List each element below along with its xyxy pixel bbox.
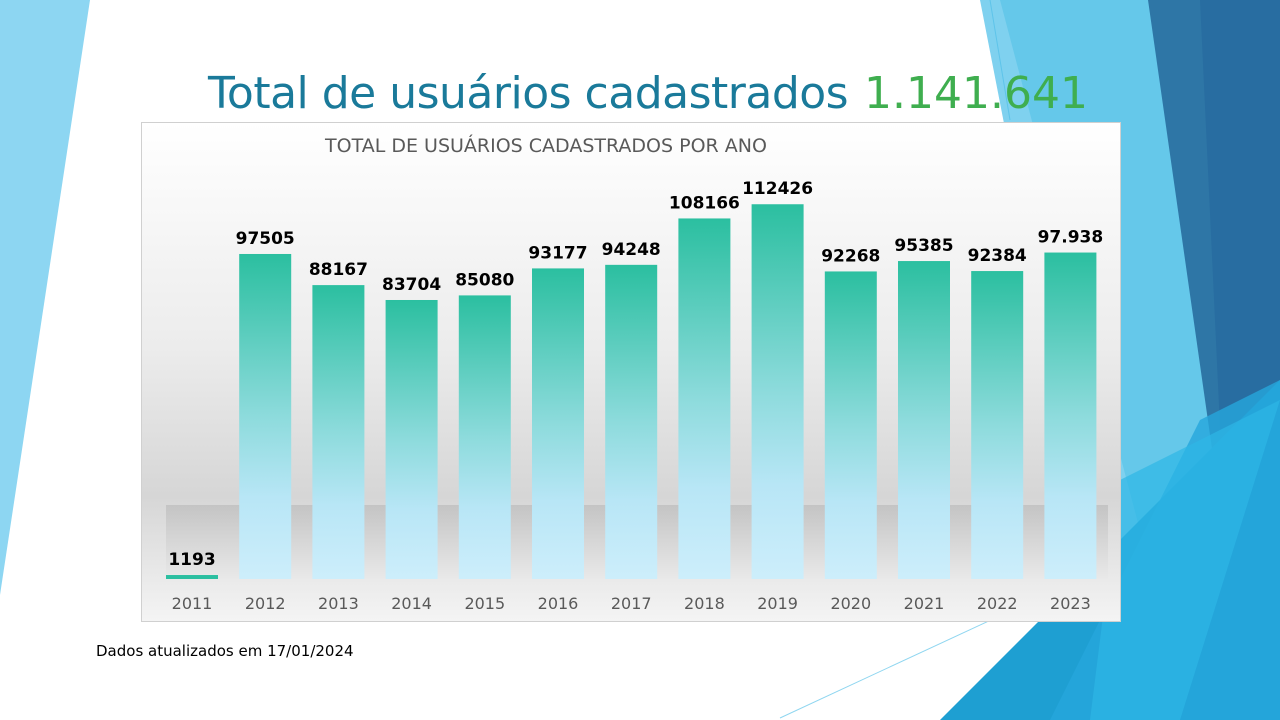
data-label: 112426 bbox=[742, 179, 813, 199]
data-label: 92268 bbox=[821, 246, 880, 266]
bar-2023 bbox=[1044, 252, 1097, 580]
x-tick-label: 2020 bbox=[830, 594, 871, 613]
data-label: 97.938 bbox=[1038, 228, 1104, 248]
x-tick-label: 2022 bbox=[977, 594, 1018, 613]
data-label: 95385 bbox=[894, 236, 953, 256]
bar-2022 bbox=[971, 271, 1024, 579]
x-tick-label: 2012 bbox=[245, 594, 286, 613]
page-title: Total de usuários cadastrados bbox=[208, 68, 849, 119]
bar-2018 bbox=[678, 218, 731, 579]
x-tick-label: 2017 bbox=[611, 594, 652, 613]
chart-area: TOTAL DE USUÁRIOS CADASTRADOS POR ANO 11… bbox=[141, 122, 1121, 622]
data-label: 97505 bbox=[236, 229, 295, 249]
total-users-value: 1.141.641 bbox=[864, 68, 1088, 119]
data-label: 92384 bbox=[968, 246, 1027, 266]
update-note: Dados atualizados em 17/01/2024 bbox=[96, 642, 354, 660]
bar-2020 bbox=[824, 271, 877, 579]
data-label: 1193 bbox=[168, 550, 215, 570]
bar-2019 bbox=[751, 204, 804, 579]
x-tick-label: 2019 bbox=[757, 594, 798, 613]
bar-2012 bbox=[239, 253, 292, 579]
x-tick-label: 2015 bbox=[464, 594, 505, 613]
x-tick-label: 2013 bbox=[318, 594, 359, 613]
data-label: 83704 bbox=[382, 275, 441, 295]
data-label: 108166 bbox=[669, 193, 740, 213]
x-tick-label: 2018 bbox=[684, 594, 725, 613]
bar-chart: 1193 2011 97505 2012 88167 2013 83704 2014 85080… bbox=[166, 179, 1108, 613]
data-label: 85080 bbox=[455, 270, 514, 290]
data-label: 93177 bbox=[528, 243, 587, 263]
bar-2013 bbox=[312, 285, 365, 579]
x-tick-label: 2023 bbox=[1050, 594, 1091, 613]
data-label: 88167 bbox=[309, 260, 368, 280]
x-tick-label: 2014 bbox=[391, 594, 432, 613]
chart-title: TOTAL DE USUÁRIOS CADASTRADOS POR ANO bbox=[325, 135, 767, 157]
x-tick-label: 2021 bbox=[904, 594, 945, 613]
x-tick-label: 2016 bbox=[538, 594, 579, 613]
bar-2014 bbox=[385, 299, 438, 579]
bar-2021 bbox=[898, 261, 950, 579]
x-tick-label: 2011 bbox=[172, 594, 213, 613]
bar-2015 bbox=[458, 295, 511, 579]
bar-2017 bbox=[605, 264, 658, 579]
bar-2011 bbox=[166, 575, 218, 579]
data-label: 94248 bbox=[602, 240, 661, 260]
bar-2016 bbox=[532, 268, 584, 579]
